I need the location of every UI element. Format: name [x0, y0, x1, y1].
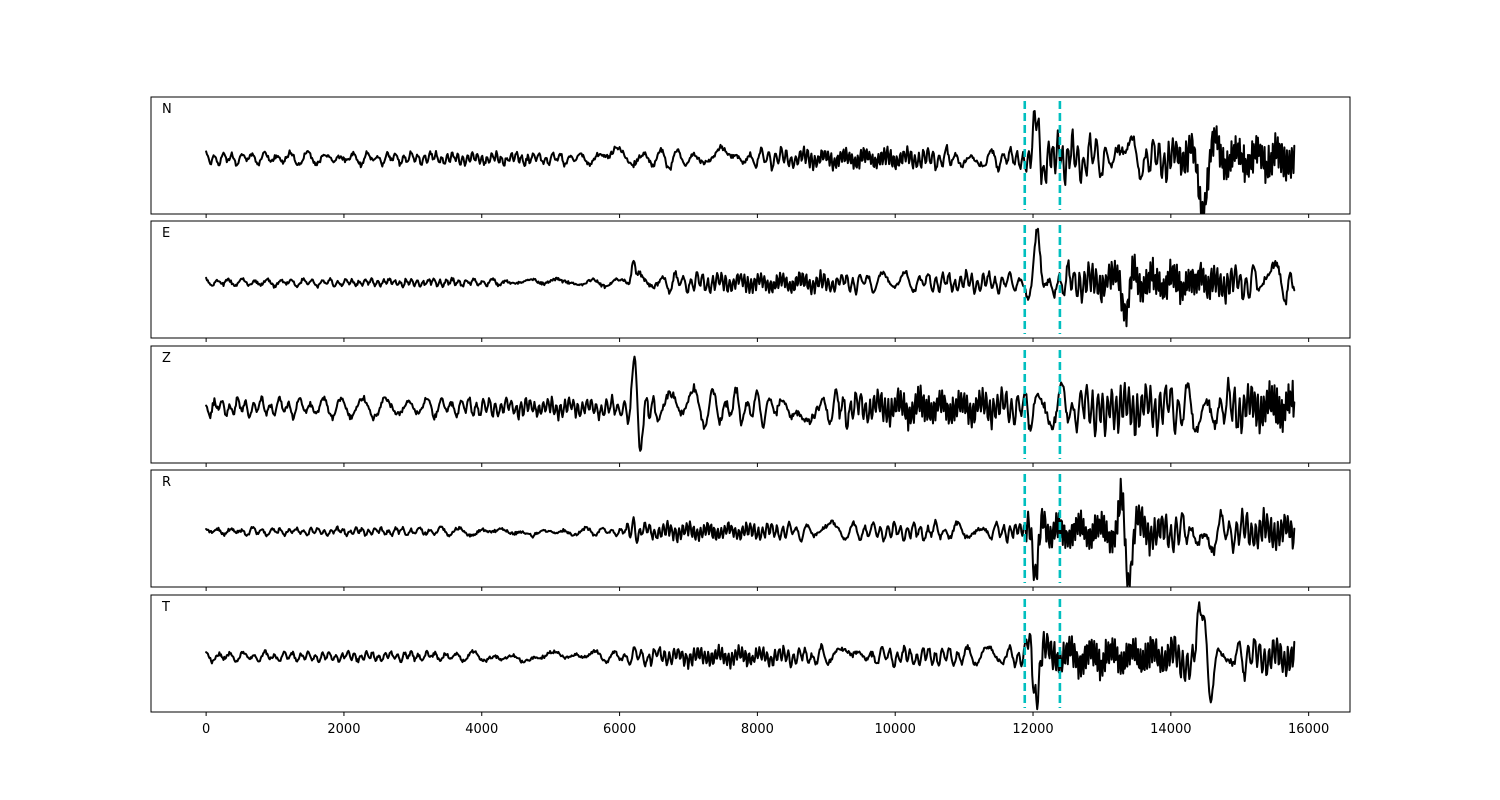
x-tick-label: 0 — [202, 722, 210, 737]
x-tick-label: 2000 — [327, 722, 360, 737]
x-tick-label: 16000 — [1288, 722, 1329, 737]
panel-frame — [150, 220, 1351, 339]
trace-n — [205, 110, 1296, 214]
trace-z — [205, 355, 1296, 452]
panel-z: Z — [150, 345, 1351, 467]
trace-r — [205, 477, 1296, 587]
x-tick-label: 6000 — [603, 722, 636, 737]
panel-n: N — [150, 96, 1351, 218]
panel-label-n: N — [162, 102, 172, 117]
panel-label-z: Z — [162, 351, 171, 366]
x-tick-label: 8000 — [741, 722, 774, 737]
x-tick-label: 4000 — [465, 722, 498, 737]
panel-frame — [150, 345, 1351, 464]
panel-label-e: E — [162, 226, 170, 241]
panel-r: R — [150, 469, 1351, 591]
trace-e — [205, 227, 1296, 328]
panel-frame — [150, 96, 1351, 215]
panel-frame — [150, 594, 1351, 713]
panel-e: E — [150, 220, 1351, 342]
panel-t: T — [150, 594, 1351, 716]
x-tick-label: 14000 — [1150, 722, 1191, 737]
trace-t — [205, 601, 1296, 711]
panel-label-t: T — [161, 600, 170, 615]
x-tick-label: 12000 — [1012, 722, 1053, 737]
panel-label-r: R — [162, 475, 171, 490]
panel-frame — [150, 469, 1351, 588]
x-tick-label: 10000 — [875, 722, 916, 737]
